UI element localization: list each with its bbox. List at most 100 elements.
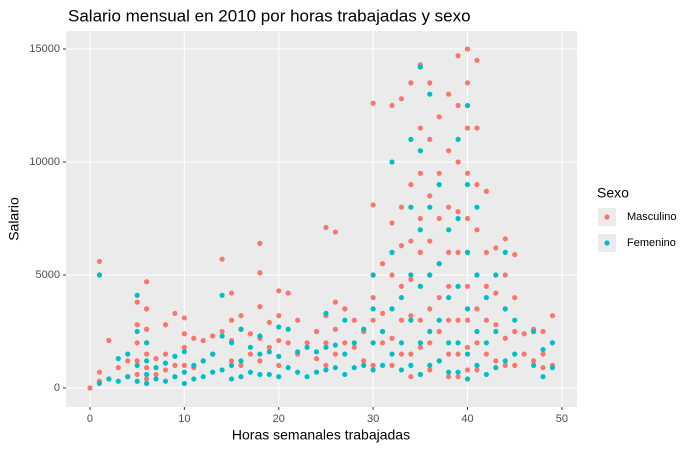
point xyxy=(408,313,414,319)
point xyxy=(342,371,348,378)
point xyxy=(455,317,461,323)
point xyxy=(417,227,423,233)
point xyxy=(464,125,471,131)
point xyxy=(398,243,405,249)
point xyxy=(436,294,442,301)
point xyxy=(389,306,395,312)
point xyxy=(398,351,405,357)
point xyxy=(257,358,263,364)
point xyxy=(436,328,442,335)
point xyxy=(474,204,480,210)
point xyxy=(502,249,508,255)
x-tick-label: 20 xyxy=(273,413,285,425)
point xyxy=(389,159,395,165)
point xyxy=(427,136,433,142)
point xyxy=(313,369,320,375)
point xyxy=(134,378,140,384)
point xyxy=(521,351,527,357)
point xyxy=(332,326,338,332)
point xyxy=(455,351,461,357)
point xyxy=(540,346,546,353)
point xyxy=(483,340,489,346)
point xyxy=(200,358,206,364)
point xyxy=(144,380,150,387)
point xyxy=(427,238,433,244)
point xyxy=(257,371,263,378)
point xyxy=(144,376,150,382)
y-tick-label: 15000 xyxy=(29,43,60,55)
point xyxy=(408,136,414,142)
point xyxy=(191,376,197,382)
point xyxy=(134,358,140,364)
point xyxy=(389,362,395,368)
point xyxy=(427,340,433,346)
point xyxy=(370,317,376,323)
point xyxy=(323,367,329,373)
point xyxy=(398,96,405,102)
point xyxy=(200,374,206,380)
point xyxy=(455,283,461,289)
point xyxy=(266,349,272,355)
point xyxy=(436,170,442,176)
x-tick-label: 50 xyxy=(556,413,568,425)
point xyxy=(295,369,301,375)
point xyxy=(464,317,471,323)
point xyxy=(464,170,471,176)
y-tick-label: 0 xyxy=(54,382,60,394)
point xyxy=(351,365,357,371)
point xyxy=(474,306,480,312)
point xyxy=(351,344,357,350)
point xyxy=(172,362,178,368)
point xyxy=(285,290,291,296)
point xyxy=(436,358,442,364)
point xyxy=(210,333,216,339)
point xyxy=(427,367,433,373)
point xyxy=(96,272,103,278)
point xyxy=(389,351,395,357)
point xyxy=(285,340,291,346)
point xyxy=(549,313,556,319)
point xyxy=(172,374,178,380)
point xyxy=(483,351,489,357)
point xyxy=(540,351,546,357)
point xyxy=(276,362,282,368)
point xyxy=(181,380,187,387)
point xyxy=(219,367,225,373)
point xyxy=(464,215,471,222)
point xyxy=(408,204,414,210)
point xyxy=(446,148,452,154)
point xyxy=(342,340,348,346)
point xyxy=(483,188,489,194)
point xyxy=(464,376,471,382)
point xyxy=(408,351,414,357)
point xyxy=(398,367,405,373)
point xyxy=(115,356,121,362)
y-axis-label: Salario xyxy=(6,197,22,241)
point xyxy=(96,258,103,265)
point xyxy=(512,328,518,335)
point xyxy=(332,351,338,357)
point xyxy=(304,340,310,346)
point xyxy=(134,362,140,368)
point xyxy=(313,356,320,362)
point xyxy=(512,362,518,368)
point xyxy=(389,249,395,255)
point xyxy=(455,209,461,215)
point xyxy=(417,317,423,323)
point xyxy=(408,80,414,86)
point xyxy=(389,220,395,226)
point xyxy=(530,328,537,335)
point xyxy=(323,224,329,231)
point xyxy=(247,369,254,375)
point xyxy=(436,181,442,188)
legend-label: Masculino xyxy=(627,211,677,223)
point xyxy=(144,340,150,346)
point xyxy=(455,369,461,375)
point xyxy=(464,80,471,86)
point xyxy=(370,362,376,368)
legend-marker xyxy=(604,240,610,246)
point xyxy=(238,362,244,368)
point xyxy=(228,362,235,368)
point xyxy=(266,371,272,378)
point xyxy=(436,215,442,222)
